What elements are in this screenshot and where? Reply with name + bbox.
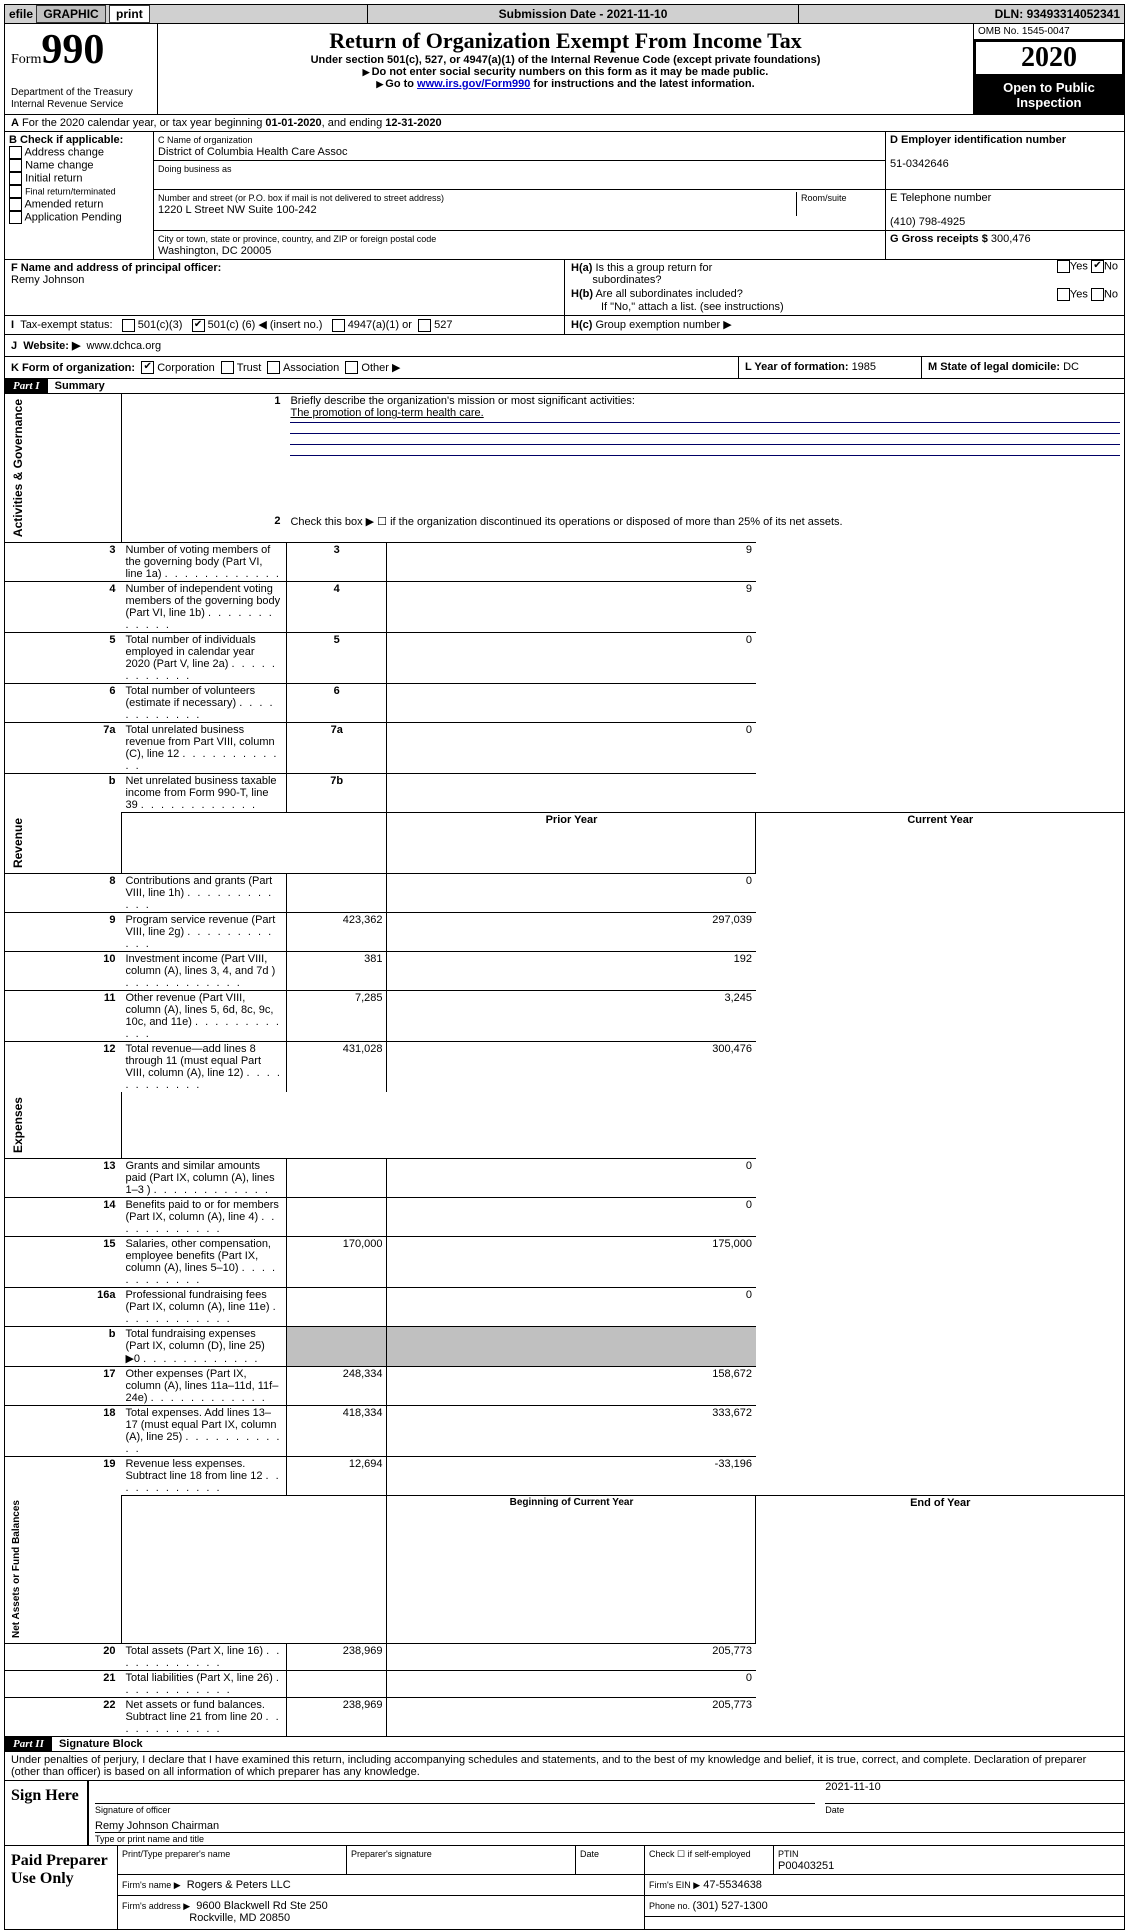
dln-label: DLN: (995, 7, 1027, 21)
mission-text: The promotion of long-term health care. (290, 407, 483, 419)
tax-year-begin: 01-01-2020 (265, 117, 321, 129)
ha-no-checkbox[interactable]: ✔ (1091, 260, 1104, 273)
box-d: D Employer identification number 51-0342… (886, 132, 1125, 190)
org-street: 1220 L Street NW Suite 100-242 (158, 204, 317, 216)
firm-phone: (301) 527-1300 (693, 1900, 768, 1912)
4947-checkbox[interactable] (332, 319, 345, 332)
org-name: District of Columbia Health Care Assoc (158, 146, 348, 158)
efile-label: efile (9, 7, 33, 21)
vlabel-expenses: Expenses (9, 1093, 27, 1157)
ha-yes-checkbox[interactable] (1057, 260, 1070, 273)
omb-number: OMB No. 1545-0047 (974, 24, 1124, 40)
phone-value: (410) 798-4925 (890, 216, 965, 228)
trust-checkbox[interactable] (221, 361, 234, 374)
other-checkbox[interactable] (345, 361, 358, 374)
graphic-button[interactable]: GRAPHIC (36, 5, 105, 23)
top-bar: efile GRAPHIC print Submission Date - 20… (5, 5, 1124, 24)
box-f: F Name and address of principal officer:… (5, 260, 565, 316)
527-checkbox[interactable] (418, 319, 431, 332)
perjury-text: Under penalties of perjury, I declare th… (5, 1752, 1125, 1781)
firm-ein: 47-5534638 (703, 1879, 762, 1891)
firm-name: Rogers & Peters LLC (187, 1879, 291, 1891)
501c3-checkbox[interactable] (122, 319, 135, 332)
tax-year: 2020 (1021, 42, 1077, 73)
part1-title: Summary (51, 380, 105, 392)
assoc-checkbox[interactable] (267, 361, 280, 374)
501c-checkbox[interactable]: ✔ (192, 319, 205, 332)
form-990-page: efile GRAPHIC print Submission Date - 20… (4, 4, 1125, 1930)
corp-checkbox[interactable]: ✔ (141, 361, 154, 374)
officer-name-title: Remy Johnson Chairman (95, 1820, 219, 1832)
state-domicile: DC (1063, 361, 1079, 373)
gross-receipts: 300,476 (991, 233, 1031, 245)
irs-link[interactable]: www.irs.gov/Form990 (417, 78, 530, 90)
year-box: OMB No. 1545-0047 2020 Open to PublicIns… (974, 24, 1125, 115)
tax-year-end: 12-31-2020 (385, 117, 441, 129)
box-e: E Telephone number (410) 798-4925 (886, 190, 1125, 231)
vlabel-revenue: Revenue (9, 814, 27, 872)
subtitle-2: Do not enter social security numbers on … (372, 66, 769, 78)
officer-name: Remy Johnson (11, 274, 84, 286)
ptin-value: P00403251 (778, 1860, 834, 1872)
box-b: B Check if applicable: Address change Na… (5, 132, 154, 259)
submission-label: Submission Date - (499, 7, 607, 21)
dln-value: 93493314052341 (1027, 7, 1120, 21)
firm-addr1: 9600 Blackwell Rd Ste 250 (196, 1900, 327, 1912)
paid-preparer-label: Paid Preparer Use Only (5, 1846, 118, 1929)
ein-value: 51-0342646 (890, 158, 949, 170)
sign-date: 2021-11-10 (825, 1781, 880, 1793)
part2-tag: Part II (5, 1737, 52, 1751)
title-box: Return of Organization Exempt From Incom… (158, 24, 974, 115)
hb-no-checkbox[interactable] (1091, 288, 1104, 301)
vlabel-governance: Activities & Governance (9, 395, 27, 541)
sign-here-label: Sign Here (5, 1781, 88, 1845)
dept-irs: Internal Revenue Service (11, 99, 123, 110)
hb-yes-checkbox[interactable] (1057, 288, 1070, 301)
submission-date: 2021-11-10 (607, 7, 668, 21)
dept-treasury: Department of the Treasury (11, 87, 133, 98)
box-g: G Gross receipts $ 300,476 (886, 231, 1125, 260)
subtitle-1: Under section 501(c), 527, or 4947(a)(1)… (164, 54, 967, 66)
form-title: Return of Organization Exempt From Incom… (164, 28, 967, 54)
year-formation: 1985 (852, 361, 876, 373)
part1-tag: Part I (5, 379, 48, 393)
part2-title: Signature Block (55, 1738, 143, 1750)
summary-table: Activities & Governance 1 Briefly descri… (5, 394, 1124, 1736)
print-button[interactable]: print (109, 5, 150, 23)
vlabel-netassets: Net Assets or Fund Balances (9, 1496, 24, 1642)
website-value: www.dchca.org (87, 340, 162, 352)
form-number-box: Form990 Department of the Treasury Inter… (5, 24, 158, 115)
firm-addr2: Rockville, MD 20850 (189, 1912, 290, 1924)
org-city: Washington, DC 20005 (158, 245, 271, 257)
